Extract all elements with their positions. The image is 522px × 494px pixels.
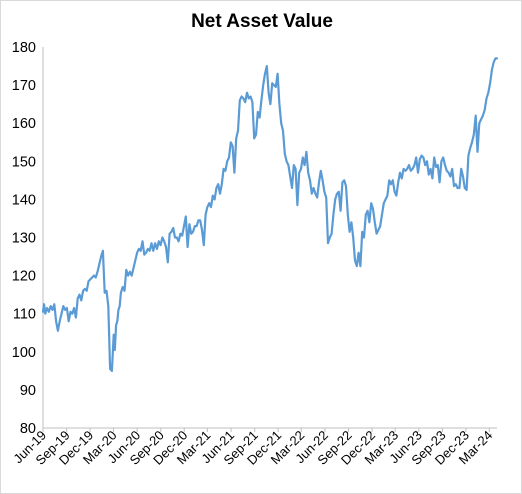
- y-tick-label: 130: [12, 231, 36, 247]
- x-tick-labels: Jun-19Sep-19Dec-19Mar-20Jun-20Sep-20Dec-…: [10, 428, 495, 468]
- y-tick-label: 120: [12, 269, 36, 285]
- y-tick-label: 150: [12, 154, 36, 170]
- axes: [42, 47, 497, 429]
- y-tick-label: 180: [12, 40, 36, 56]
- nav-series-line: [41, 57, 499, 372]
- y-tick-label: 170: [12, 78, 36, 94]
- series-group: [41, 57, 499, 372]
- y-tick-label: 90: [20, 383, 36, 399]
- y-tick-label: 140: [12, 192, 36, 208]
- y-tick-label: 80: [20, 421, 36, 437]
- y-tick-label: 110: [13, 307, 36, 323]
- chart-title: Net Asset Value: [191, 11, 333, 32]
- y-tick-label: 100: [12, 345, 36, 361]
- y-tick-labels: 80 90 100 110 120 130 140 150 160 170 180: [12, 40, 36, 437]
- y-tick-label: 160: [12, 116, 36, 132]
